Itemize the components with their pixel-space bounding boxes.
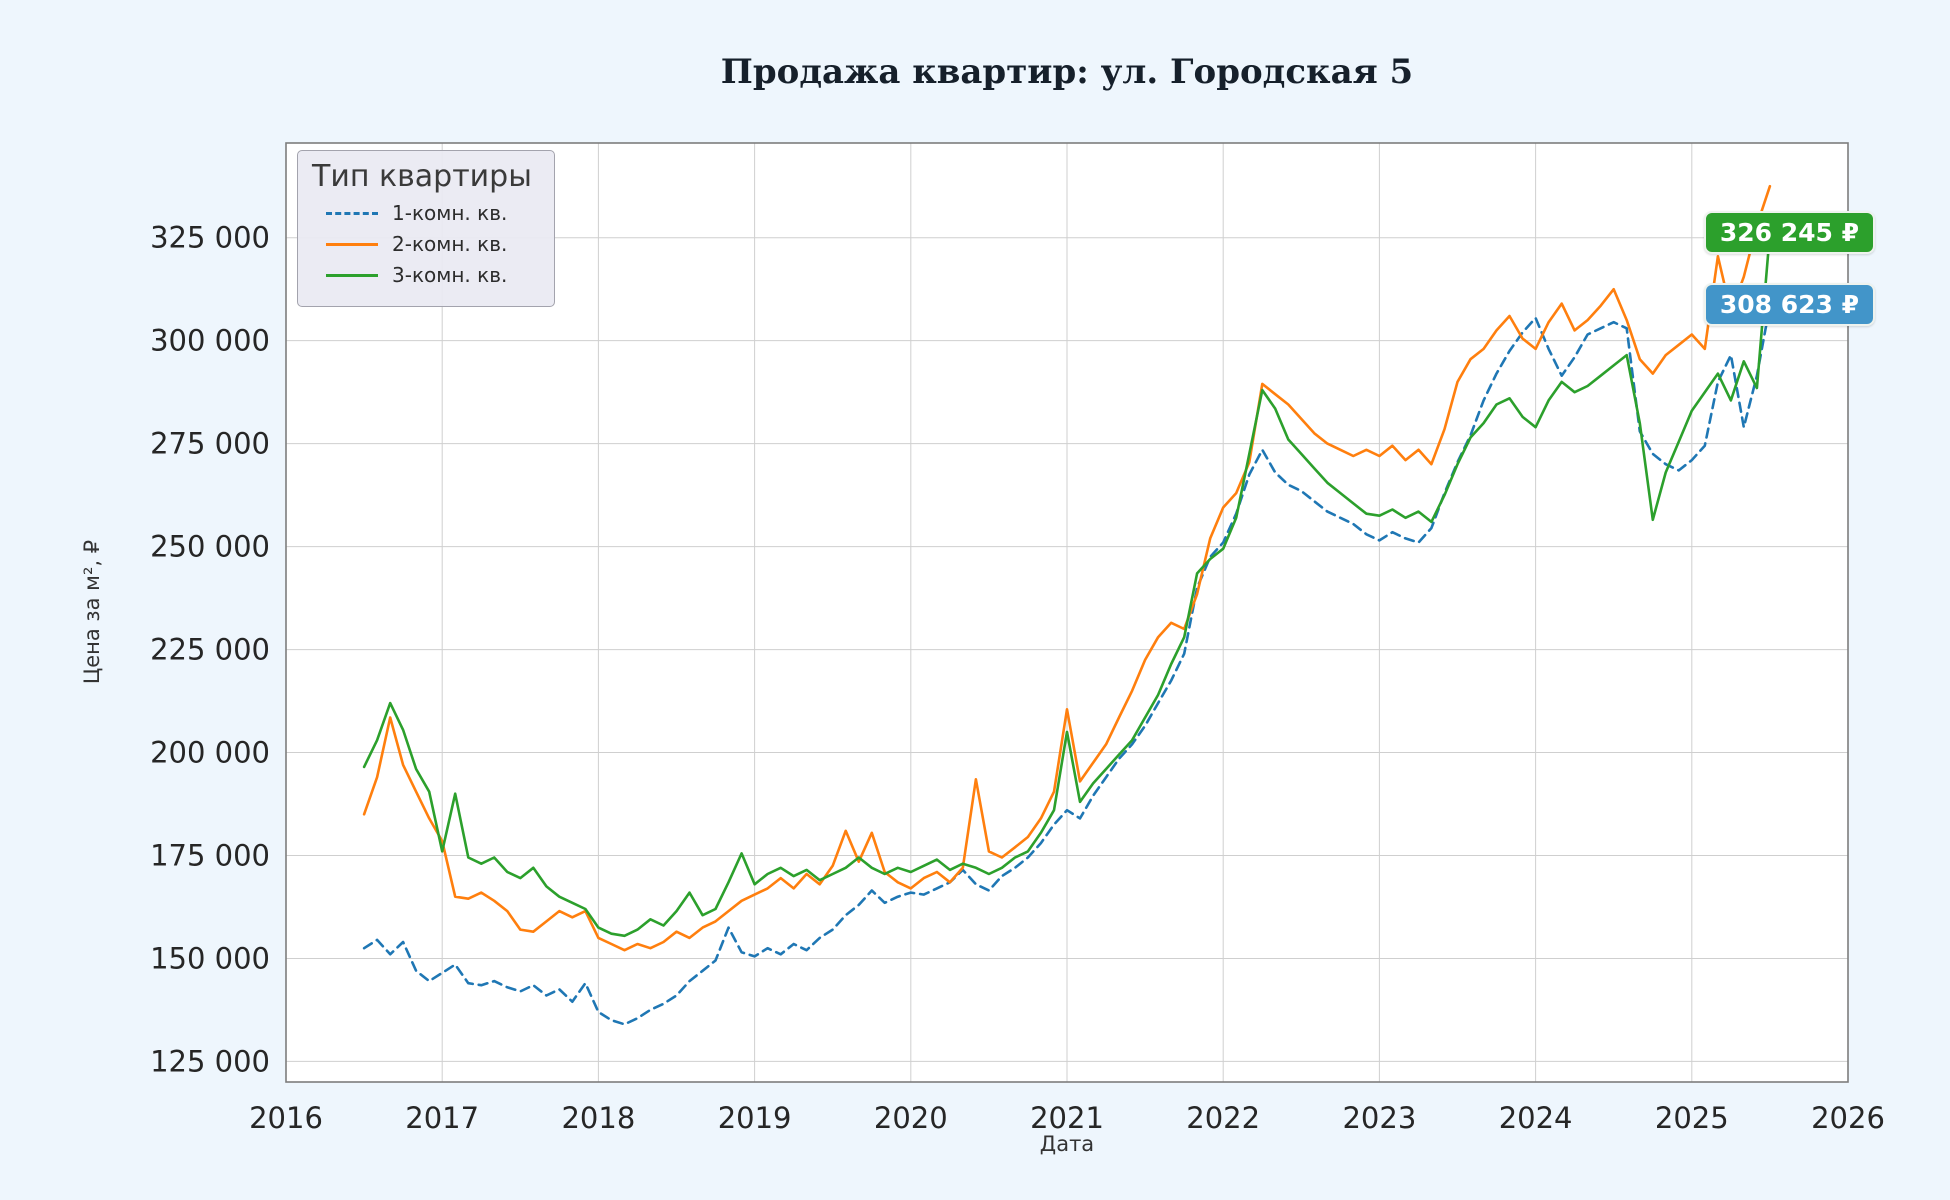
dashed-line-sample-icon	[326, 211, 378, 215]
svg-text:2021: 2021	[1030, 1101, 1104, 1135]
svg-text:2024: 2024	[1499, 1101, 1573, 1135]
svg-text:2026: 2026	[1811, 1101, 1885, 1135]
annotation-badge-3room: 326 245 ₽	[1703, 210, 1875, 254]
svg-text:300 000: 300 000	[150, 324, 270, 358]
svg-text:2023: 2023	[1342, 1101, 1416, 1135]
svg-text:2018: 2018	[561, 1101, 635, 1135]
svg-text:200 000: 200 000	[150, 736, 270, 770]
svg-text:225 000: 225 000	[150, 633, 270, 667]
y-axis-label: Цена за м², ₽	[80, 539, 104, 685]
solid-line-sample-icon	[326, 273, 378, 277]
svg-text:2019: 2019	[718, 1101, 792, 1135]
legend: Тип квартиры 1-комн. кв. 2-комн. кв. 3-к…	[297, 150, 555, 307]
svg-text:250 000: 250 000	[150, 530, 270, 564]
chart-title: Продажа квартир: ул. Городская 5	[720, 52, 1414, 92]
svg-text:2025: 2025	[1655, 1101, 1729, 1135]
svg-text:2022: 2022	[1186, 1101, 1260, 1135]
svg-text:125 000: 125 000	[150, 1044, 270, 1078]
svg-text:2020: 2020	[874, 1101, 948, 1135]
svg-text:275 000: 275 000	[150, 427, 270, 461]
svg-text:150 000: 150 000	[150, 941, 270, 975]
legend-item-label: 1-комн. кв.	[392, 201, 508, 225]
legend-item-1room: 1-комн. кв.	[326, 201, 532, 225]
legend-item-label: 2-комн. кв.	[392, 232, 508, 256]
solid-line-sample-icon	[326, 242, 378, 246]
svg-text:325 000: 325 000	[150, 221, 270, 255]
legend-item-3room: 3-комн. кв.	[326, 263, 532, 287]
legend-item-label: 3-комн. кв.	[392, 263, 508, 287]
annotation-badge-1room: 308 623 ₽	[1703, 283, 1875, 327]
svg-text:175 000: 175 000	[150, 838, 270, 872]
svg-text:2016: 2016	[249, 1101, 323, 1135]
x-axis-label: Дата	[1039, 1132, 1095, 1156]
svg-text:2017: 2017	[405, 1101, 479, 1135]
legend-item-2room: 2-комн. кв.	[326, 232, 532, 256]
legend-title: Тип квартиры	[312, 159, 532, 194]
